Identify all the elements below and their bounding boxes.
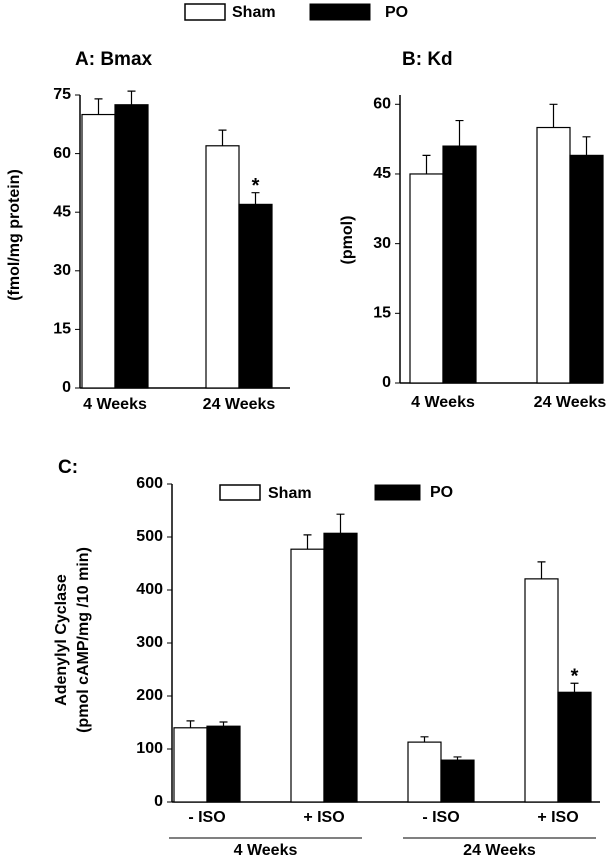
y-tick-label: 45 xyxy=(373,165,391,182)
x-tick-label: + ISO xyxy=(537,809,578,826)
x-tick-label: - ISO xyxy=(422,809,459,826)
bar xyxy=(206,725,241,803)
bar xyxy=(407,741,442,803)
bar xyxy=(81,113,116,389)
y-tick-label: 300 xyxy=(136,634,163,651)
error-bar xyxy=(186,720,195,728)
y-axis-label: (fmol/mg protein) xyxy=(6,169,23,301)
y-axis-label: (pmol) xyxy=(339,216,356,265)
error-bar xyxy=(219,721,228,727)
error-bar xyxy=(455,119,464,147)
y-tick-label: 200 xyxy=(136,687,163,704)
y-axis-label: Adenylyl Cyclase xyxy=(53,574,70,706)
chart-title: A: Bmax xyxy=(75,49,153,70)
chart-title: C: xyxy=(58,457,78,478)
y-tick-label: 15 xyxy=(53,321,71,338)
y-tick-label: 15 xyxy=(373,305,391,322)
bar xyxy=(173,727,208,803)
error-bar xyxy=(582,136,591,156)
y-tick-label: 0 xyxy=(62,379,71,396)
bar xyxy=(524,578,559,803)
error-bar xyxy=(218,129,227,146)
bar xyxy=(290,548,325,803)
x-tick-label: 24 Weeks xyxy=(534,394,607,411)
bar xyxy=(536,126,571,384)
error-bar xyxy=(420,736,429,743)
legend-label: Sham xyxy=(268,485,312,502)
x-tick-label: 24 Weeks xyxy=(203,396,276,413)
legend-label: Sham xyxy=(232,4,276,21)
error-bar xyxy=(94,98,103,115)
legend-swatch xyxy=(184,3,226,21)
x-tick-label: - ISO xyxy=(188,809,225,826)
legend-label: PO xyxy=(430,484,453,501)
annotation: * xyxy=(252,175,260,197)
legend-swatch xyxy=(309,3,371,21)
y-tick-label: 500 xyxy=(136,528,163,545)
bar xyxy=(442,145,477,384)
y-tick-label: 30 xyxy=(373,235,391,252)
y-axis-label: (pmol cAMP/mg /10 min) xyxy=(75,547,92,733)
y-tick-label: 60 xyxy=(373,96,391,113)
y-tick-label: 600 xyxy=(136,475,163,492)
y-tick-label: 0 xyxy=(382,374,391,391)
legend-swatch xyxy=(374,484,421,501)
y-tick-label: 75 xyxy=(53,86,71,103)
y-tick-label: 30 xyxy=(53,262,71,279)
legend-swatch xyxy=(219,484,261,501)
error-bar xyxy=(570,682,579,693)
bar xyxy=(569,154,604,384)
error-bar xyxy=(336,513,345,534)
annotation: * xyxy=(571,666,579,688)
error-bar xyxy=(453,756,462,761)
error-bar xyxy=(549,103,558,128)
error-bar xyxy=(127,90,136,105)
bar xyxy=(440,759,475,803)
bar xyxy=(238,203,273,389)
error-bar xyxy=(303,534,312,550)
chart-title: B: Kd xyxy=(402,49,453,70)
error-bar xyxy=(251,192,260,205)
y-tick-label: 60 xyxy=(53,145,71,162)
legend-label: PO xyxy=(385,4,408,21)
bar xyxy=(114,104,149,389)
x-tick-label: 4 Weeks xyxy=(83,396,147,413)
bar xyxy=(205,145,240,389)
bar xyxy=(409,173,444,384)
x-tick-label: + ISO xyxy=(303,809,344,826)
error-bar xyxy=(537,561,546,579)
error-bar xyxy=(422,154,431,174)
y-tick-label: 400 xyxy=(136,581,163,598)
y-tick-label: 0 xyxy=(154,793,163,810)
bar xyxy=(323,532,358,803)
bar xyxy=(557,691,592,803)
y-tick-label: 45 xyxy=(53,203,71,220)
group-label: 4 Weeks xyxy=(234,842,298,859)
x-tick-label: 4 Weeks xyxy=(411,394,475,411)
y-tick-label: 100 xyxy=(136,740,163,757)
group-label: 24 Weeks xyxy=(463,842,536,859)
